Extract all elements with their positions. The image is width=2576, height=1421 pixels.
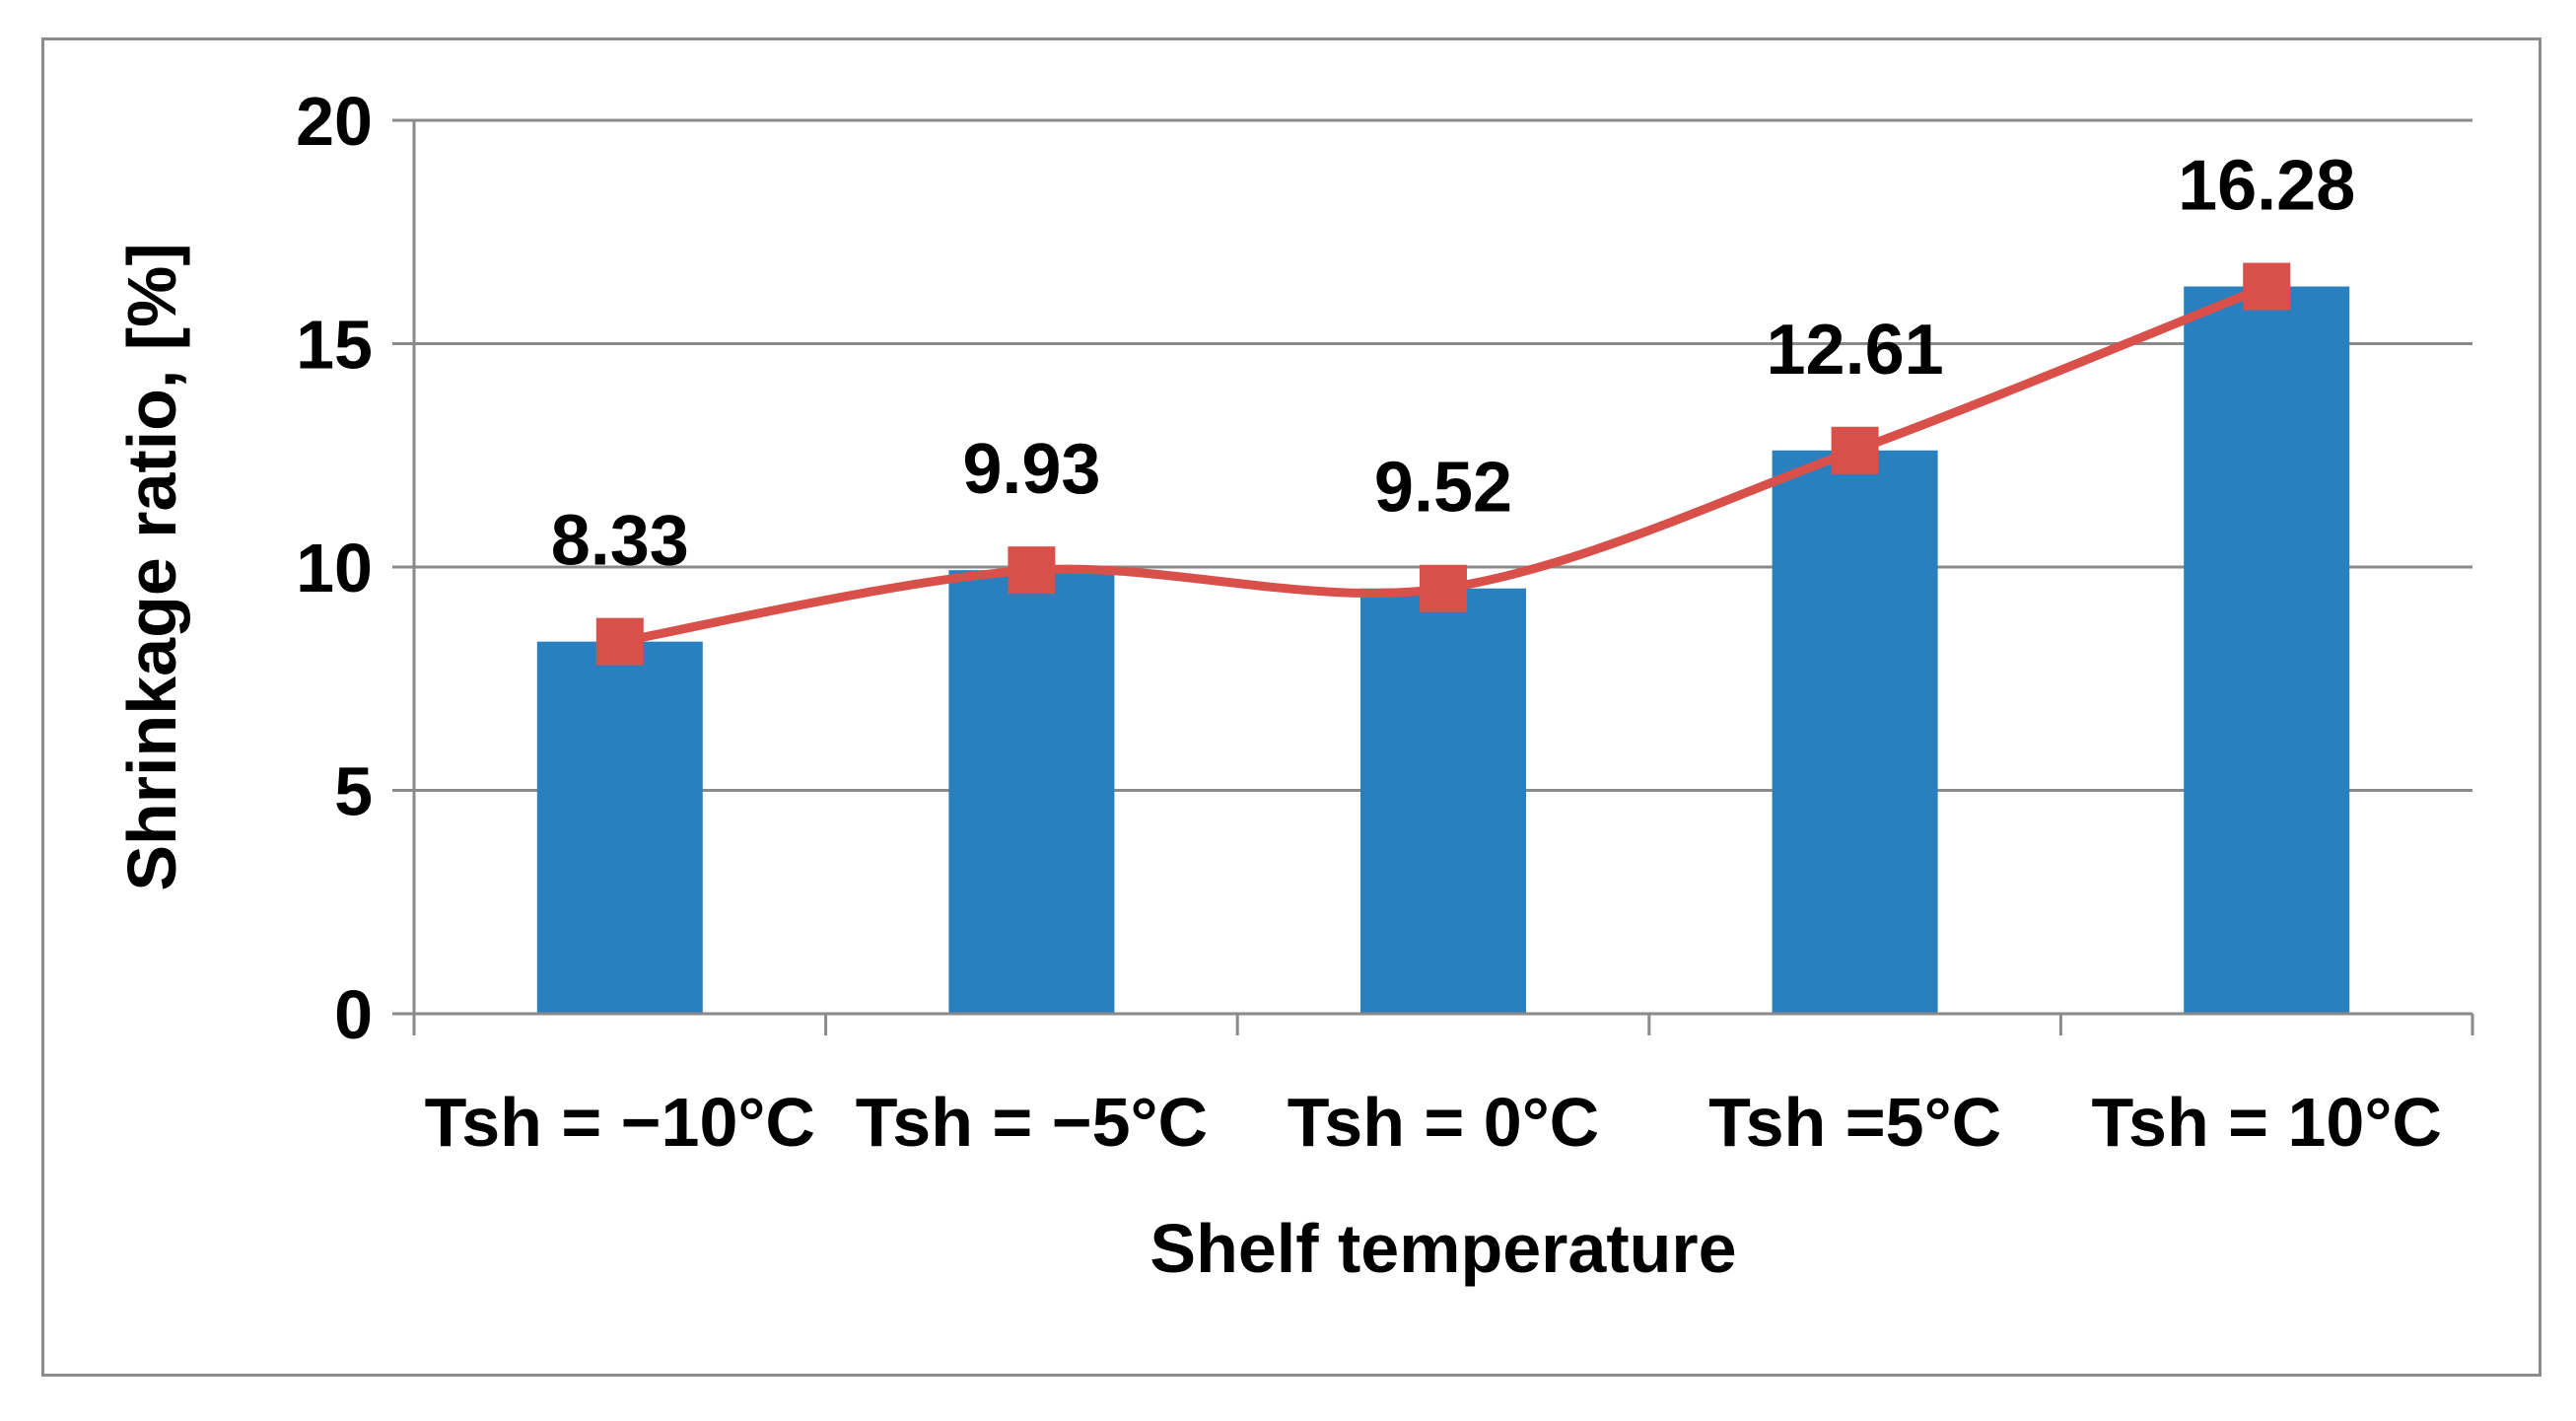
x-category-label: Tsh = −5°C	[856, 1084, 1208, 1161]
y-tick-label: 0	[334, 976, 373, 1053]
y-tick-label: 5	[334, 753, 373, 830]
x-category-label: Tsh =5°C	[1708, 1084, 2001, 1161]
x-axis-title: Shelf temperature	[1149, 1210, 1736, 1287]
bar	[2184, 286, 2350, 1014]
bar	[1360, 588, 1526, 1014]
bar	[1772, 450, 1938, 1015]
line-marker	[595, 617, 644, 666]
bar	[536, 641, 703, 1014]
data-label: 9.93	[962, 430, 1100, 509]
x-category-label: Tsh = 0°C	[1288, 1084, 1600, 1161]
trend-line	[595, 262, 2291, 666]
line-marker	[1008, 546, 1056, 595]
x-category-label: Tsh = 10°C	[2091, 1084, 2441, 1161]
data-label: 12.61	[1767, 311, 1944, 390]
labels: 0 5 10 15 20 Tsh = −10°C Tsh = −5°C Tsh = 0°C Ts…	[296, 83, 2442, 1161]
axes	[392, 118, 2474, 1035]
bar	[948, 570, 1115, 1014]
data-label: 16.28	[2178, 147, 2355, 226]
y-tick-label: 15	[296, 307, 373, 384]
chart-frame	[41, 37, 2541, 1377]
x-category-label: Tsh = −10°C	[425, 1084, 815, 1161]
y-axis-title: Shrinkage ratio, [%]	[113, 243, 190, 890]
y-tick-label: 20	[296, 83, 373, 160]
data-label: 8.33	[551, 502, 689, 581]
line-marker	[1831, 426, 1879, 474]
data-label: 9.52	[1374, 449, 1512, 528]
line-marker	[1420, 564, 1467, 612]
line-marker	[2243, 262, 2291, 311]
y-tick-label: 10	[296, 530, 373, 606]
bars	[536, 286, 2350, 1015]
